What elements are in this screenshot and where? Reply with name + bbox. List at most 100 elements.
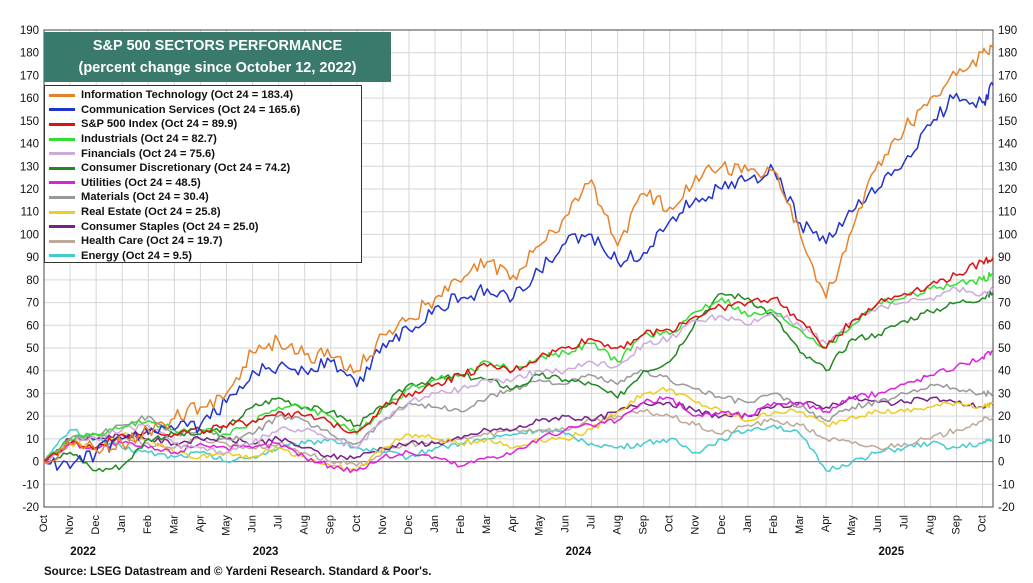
- legend-item: Materials (Oct 24 = 30.4): [49, 190, 361, 205]
- y-tick-label-right: 150: [998, 116, 1017, 128]
- series-line-communication-services: [43, 81, 994, 471]
- x-tick-label: Jun: [872, 515, 884, 533]
- legend-item: Real Estate (Oct 24 = 25.8): [49, 205, 361, 220]
- x-year-label: 2022: [70, 546, 96, 558]
- legend-swatch: [49, 108, 75, 112]
- y-tick-label-right: 180: [998, 48, 1017, 60]
- legend-label: Communication Services (Oct 24 = 165.6): [81, 103, 301, 116]
- y-tick-label-left: 120: [20, 184, 39, 196]
- y-tick-label-right: 130: [998, 161, 1017, 173]
- legend-label: Energy (Oct 24 = 9.5): [81, 249, 192, 262]
- x-tick-label: Dec: [403, 515, 415, 535]
- y-tick-label-left: 50: [26, 343, 39, 355]
- x-year-label: 2025: [879, 546, 905, 558]
- legend-label: Consumer Discretionary (Oct 24 = 74.2): [81, 162, 291, 175]
- x-tick-label: Sep: [638, 515, 650, 535]
- y-tick-label-left: 150: [20, 116, 39, 128]
- x-tick-label: Mar: [794, 515, 806, 534]
- x-tick-label: May: [220, 515, 232, 536]
- legend-item: Industrials (Oct 24 = 82.7): [49, 132, 361, 147]
- x-tick-label: Dec: [716, 515, 728, 535]
- legend-swatch: [49, 122, 75, 126]
- y-axis-left: -20 -10 0 10 20 30 40 50 60 70 80 90 100 110 120 130 140…: [20, 25, 39, 514]
- y-tick-label-left: 10: [26, 434, 39, 446]
- legend-item: S&P 500 Index (Oct 24 = 89.9): [49, 117, 361, 132]
- x-tick-label: Mar: [481, 515, 493, 534]
- x-tick-label: Jul: [585, 515, 597, 529]
- y-tick-label-right: 80: [998, 275, 1011, 287]
- y-tick-label-right: 60: [998, 320, 1011, 332]
- legend-item: Financials (Oct 24 = 75.6): [49, 146, 361, 161]
- x-tick-label: Sep: [950, 515, 962, 535]
- x-tick-label: Jun: [246, 515, 258, 533]
- legend-label: Materials (Oct 24 = 30.4): [81, 191, 209, 204]
- x-tick-label: Jan: [429, 515, 441, 533]
- y-tick-label-left: -20: [22, 502, 39, 514]
- legend-label: Information Technology (Oct 24 = 183.4): [81, 89, 294, 102]
- series-line-consumer-staples: [43, 395, 994, 463]
- plot-frame: [43, 29, 994, 508]
- legend-item: Information Technology (Oct 24 = 183.4): [49, 88, 361, 103]
- y-tick-label-right: -20: [998, 502, 1015, 514]
- x-tick-label: Feb: [455, 515, 467, 534]
- x-axis-labels: Oct Nov Dec Jan Feb Mar Apr May Jun Jul Aug Sep Oct N…: [38, 515, 989, 558]
- y-tick-label-right: 10: [998, 434, 1011, 446]
- chart-title-box: S&P 500 SECTORS PERFORMANCE (percent cha…: [44, 32, 391, 82]
- x-tick-label: Oct: [664, 515, 676, 532]
- x-tick-label: May: [533, 515, 545, 536]
- y-tick-label-left: 130: [20, 161, 39, 173]
- y-tick-label-left: 90: [26, 252, 39, 264]
- y-tick-label-right: 100: [998, 229, 1017, 241]
- legend-swatch: [49, 239, 75, 243]
- axes: [43, 29, 994, 508]
- legend-item: Energy (Oct 24 = 9.5): [49, 249, 361, 264]
- x-tick-label: Aug: [299, 515, 311, 535]
- y-tick-label-right: 20: [998, 411, 1011, 423]
- series-line-real-estate: [43, 386, 994, 472]
- y-tick-label-right: 110: [998, 207, 1016, 219]
- y-tick-label-left: 80: [26, 275, 39, 287]
- legend-swatch: [49, 254, 75, 258]
- x-tick-label: Aug: [924, 515, 936, 535]
- x-tick-label: Oct: [976, 515, 988, 532]
- x-tick-label: Apr: [507, 515, 519, 532]
- series-line-financials: [43, 286, 994, 462]
- legend-label: Financials (Oct 24 = 75.6): [81, 147, 215, 160]
- y-tick-label-left: 190: [20, 25, 39, 37]
- series-line-utilities: [43, 350, 994, 474]
- y-tick-label-left: 180: [20, 48, 39, 60]
- legend-label: S&P 500 Index (Oct 24 = 89.9): [81, 118, 238, 131]
- x-tick-label: Nov: [377, 515, 389, 535]
- legend-item: Utilities (Oct 24 = 48.5): [49, 176, 361, 191]
- x-tick-label: Oct: [38, 515, 50, 532]
- y-tick-label-right: 90: [998, 252, 1011, 264]
- y-tick-label-right: 190: [998, 25, 1017, 37]
- series-lines: [43, 44, 994, 474]
- source-note: Source: LSEG Datastream and © Yardeni Re…: [44, 566, 432, 578]
- chart-subtitle: (percent change since October 12, 2022): [78, 60, 357, 76]
- x-tick-label: Feb: [768, 515, 780, 534]
- legend-item: Communication Services (Oct 24 = 165.6): [49, 103, 361, 118]
- legend-swatch: [49, 152, 75, 156]
- legend-swatch: [49, 210, 75, 214]
- x-tick-label: Apr: [194, 515, 206, 532]
- legend-label: Real Estate (Oct 24 = 25.8): [81, 206, 221, 219]
- y-tick-label-right: 140: [998, 139, 1017, 151]
- legend-label: Consumer Staples (Oct 24 = 25.0): [81, 220, 259, 233]
- chart-title: S&P 500 SECTORS PERFORMANCE: [92, 38, 343, 54]
- y-tick-label-left: 0: [33, 457, 39, 469]
- x-tick-label: Jan: [742, 515, 754, 533]
- series-line-information-technology: [43, 44, 994, 465]
- y-tick-label-left: 160: [20, 93, 39, 105]
- y-tick-label-left: 170: [20, 70, 39, 82]
- legend-swatch: [49, 166, 75, 170]
- y-tick-label-left: 60: [26, 320, 39, 332]
- x-tick-label: Mar: [168, 515, 180, 534]
- legend-swatch: [49, 181, 75, 185]
- legend-label: Health Care (Oct 24 = 19.7): [81, 235, 223, 248]
- x-tick-label: Nov: [64, 515, 76, 535]
- x-tick-label: Jul: [273, 515, 285, 529]
- series-line-s-p-500-index: [43, 256, 994, 463]
- y-tick-label-left: 100: [20, 229, 39, 241]
- legend-swatch: [49, 225, 75, 229]
